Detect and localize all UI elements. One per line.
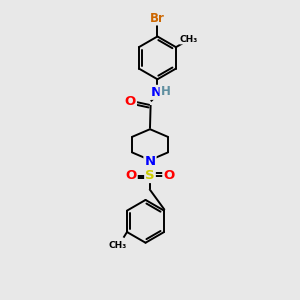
Text: N: N (151, 86, 162, 99)
Text: Br: Br (150, 11, 165, 25)
Text: CH₃: CH₃ (180, 34, 198, 43)
Text: S: S (145, 169, 155, 182)
Text: O: O (125, 169, 136, 182)
Text: O: O (164, 169, 175, 182)
Text: N: N (144, 155, 156, 168)
Text: CH₃: CH₃ (109, 241, 127, 250)
Text: H: H (160, 85, 170, 98)
Text: O: O (125, 95, 136, 108)
